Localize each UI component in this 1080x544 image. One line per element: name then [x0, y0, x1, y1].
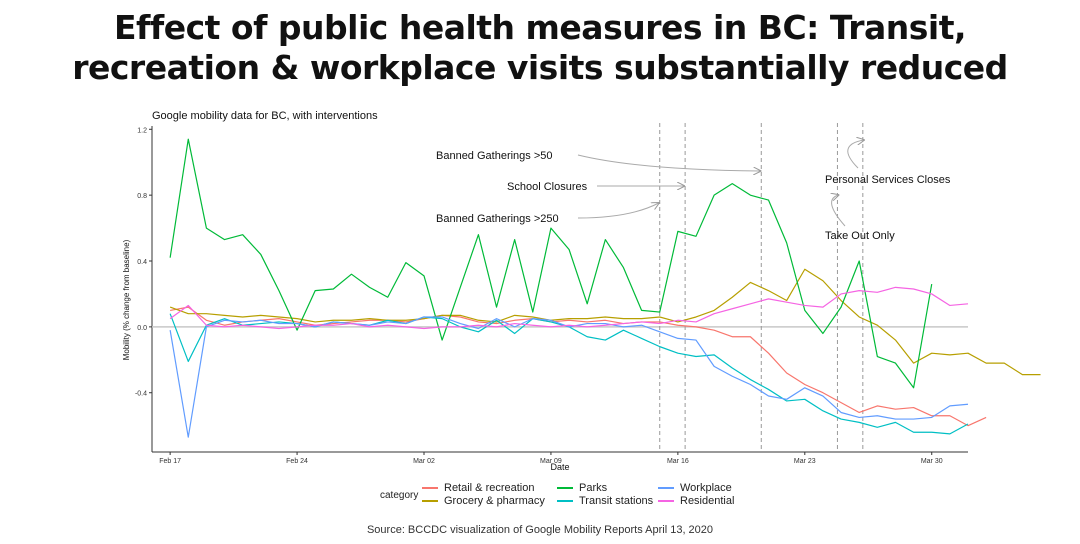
- x-axis-ticks: Feb 17 Feb 24 Mar 02 Mar 09 Mar 16 Mar 23 Mar …: [159, 452, 943, 465]
- legend-swatch-grocery: [422, 500, 438, 502]
- annotation-banned-gatherings-50: Banned Gatherings >50: [436, 150, 553, 162]
- annotation-personal-services-closes: Personal Services Closes: [825, 174, 951, 186]
- x-tick-label: Mar 16: [667, 458, 689, 465]
- legend-swatch-retail: [422, 487, 438, 489]
- y-tick-label: 0.0: [137, 325, 147, 332]
- annotation-arrow: [832, 195, 846, 227]
- annotation-arrow: [577, 203, 659, 219]
- chart-subtitle: Google mobility data for BC, with interv…: [152, 110, 378, 122]
- legend-swatch-workplace: [658, 487, 674, 489]
- main-title: Effect of public health measures in BC: …: [0, 8, 1080, 88]
- series-line-retail-recreation: [170, 306, 987, 427]
- y-tick-label: 1.2: [137, 127, 147, 134]
- legend-item-residential: Residential: [658, 495, 734, 507]
- y-tick-label: -0.4: [135, 391, 147, 398]
- legend-item-workplace: Workplace: [658, 482, 732, 494]
- x-tick-label: Mar 02: [413, 458, 435, 465]
- x-axis-label: Date: [550, 462, 569, 472]
- annotation-banned-gatherings-250: Banned Gatherings >250: [436, 213, 559, 225]
- legend-swatch-transit: [557, 500, 573, 502]
- source-note: Source: BCCDC visualization of Google Mo…: [366, 524, 714, 536]
- x-tick-label: Feb 17: [159, 458, 181, 465]
- annotation-take-out-only: Take Out Only: [825, 230, 895, 242]
- annotation-arrow: [577, 154, 760, 171]
- series-line-transit-stations: [169, 313, 969, 435]
- legend-item-parks: Parks: [557, 482, 607, 494]
- series-line-workplace: [169, 316, 969, 438]
- series-line-parks: [169, 138, 933, 389]
- legend-item-transit: Transit stations: [557, 495, 653, 507]
- legend-item-retail: Retail & recreation: [422, 482, 535, 494]
- x-tick-label: Feb 24: [286, 458, 308, 465]
- y-tick-label: 0.8: [137, 193, 147, 200]
- series-line-residential: [169, 286, 969, 330]
- x-tick-label: Mar 23: [794, 458, 816, 465]
- main-title-line-2: recreation & workplace visits substantia…: [72, 48, 1008, 87]
- main-title-line-1: Effect of public health measures in BC: …: [113, 8, 967, 47]
- legend-item-grocery: Grocery & pharmacy: [422, 495, 545, 507]
- y-axis-ticks: -0.4 0.0 0.4 0.8 1.2: [135, 127, 152, 398]
- intervention-annotations: Banned Gatherings >50 School Closures Bann…: [436, 140, 951, 242]
- x-tick-label: Mar 09: [540, 458, 562, 465]
- y-axis-label: Mobility (% change from baseline): [122, 239, 131, 360]
- series-lines: [169, 138, 1041, 438]
- legend-title: category: [380, 490, 419, 501]
- annotation-school-closures: School Closures: [507, 181, 588, 193]
- x-tick-label: Mar 30: [921, 458, 943, 465]
- annotation-arrow: [847, 140, 864, 169]
- legend-swatch-residential: [658, 500, 674, 502]
- legend-swatch-parks: [557, 487, 573, 489]
- series-line-grocery-pharmacy: [169, 268, 1041, 376]
- y-tick-label: 0.4: [137, 259, 147, 266]
